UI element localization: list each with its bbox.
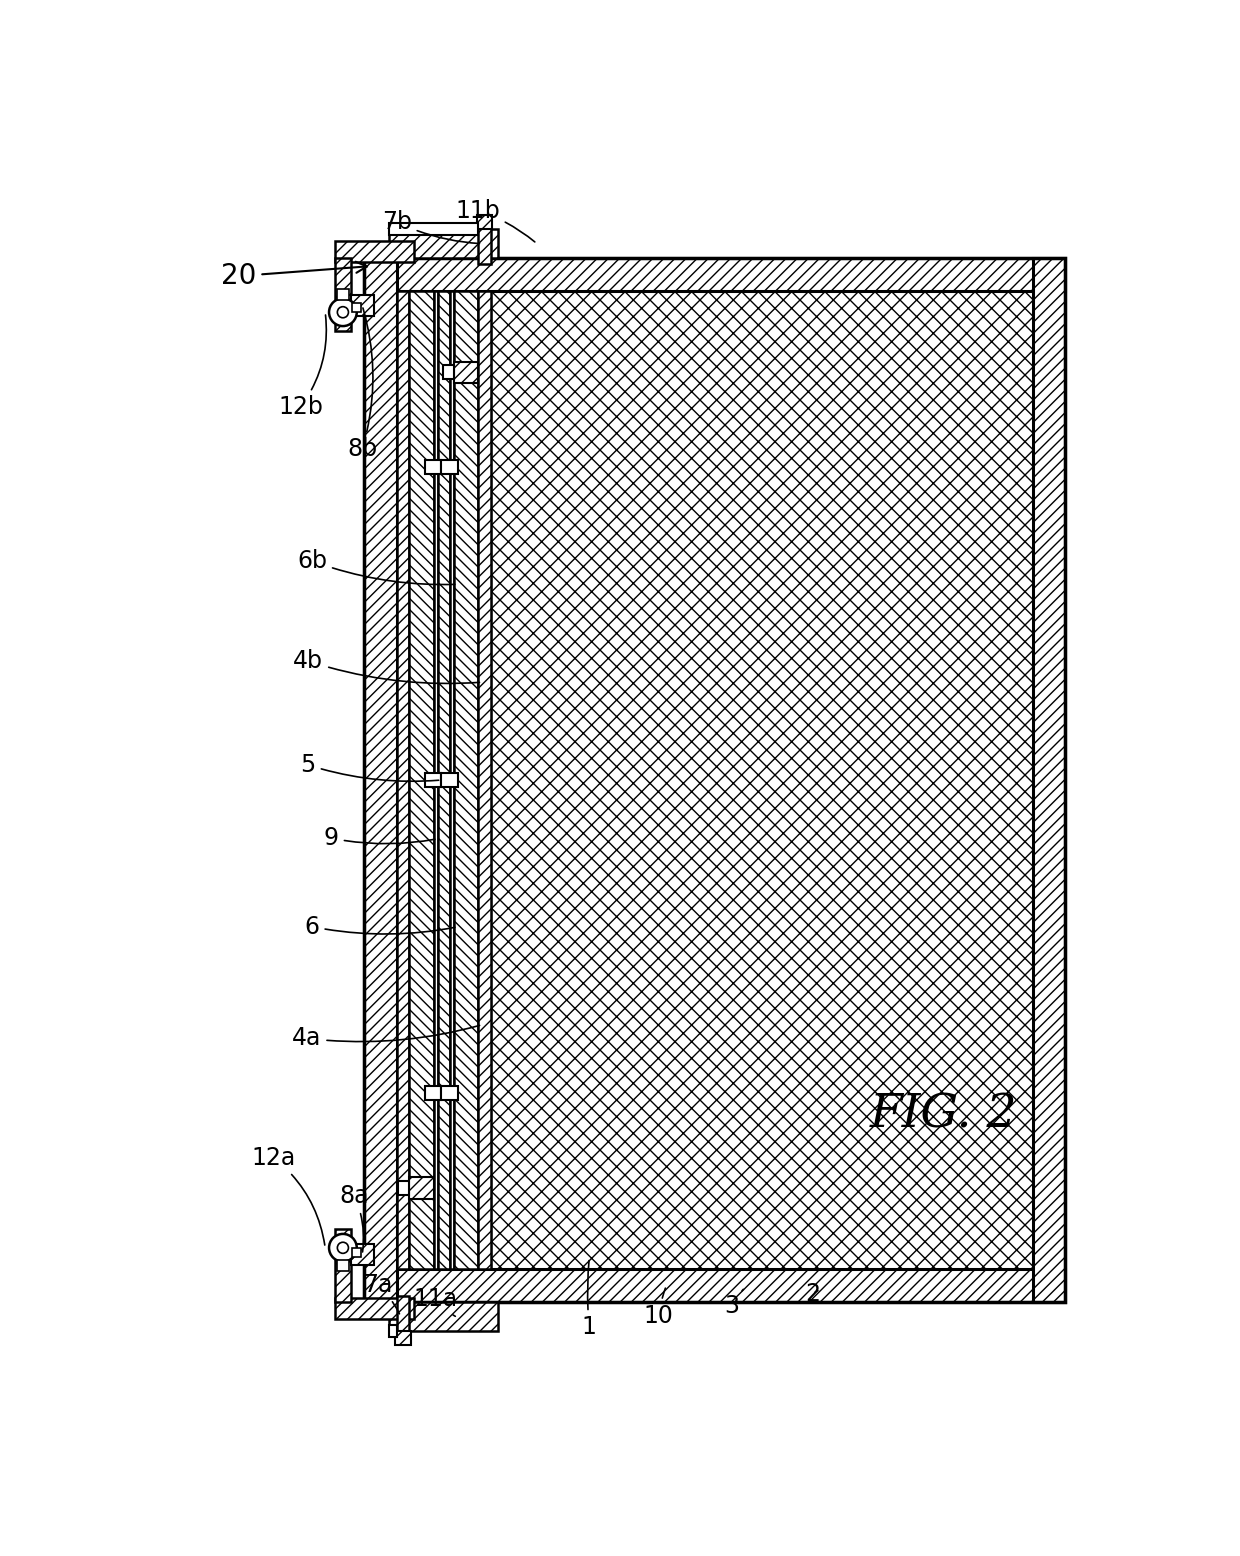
- Bar: [440, 773, 458, 787]
- Text: 4a: 4a: [293, 1025, 480, 1050]
- Bar: [438, 291, 450, 1270]
- Bar: [365, 258, 1065, 1302]
- Text: 10: 10: [644, 1288, 673, 1327]
- Text: 20: 20: [221, 261, 367, 289]
- Text: 6: 6: [305, 915, 455, 938]
- Bar: [424, 1086, 441, 1100]
- Bar: [389, 223, 479, 235]
- Bar: [389, 229, 498, 258]
- Bar: [365, 1270, 1065, 1302]
- Bar: [479, 291, 491, 1270]
- Text: 1: 1: [582, 1260, 596, 1340]
- Bar: [440, 461, 458, 473]
- Bar: [351, 1243, 373, 1265]
- Bar: [335, 241, 414, 261]
- Bar: [396, 1330, 410, 1344]
- Bar: [389, 1324, 397, 1337]
- Text: 11b: 11b: [455, 199, 534, 241]
- Bar: [397, 291, 409, 1270]
- Bar: [337, 1260, 350, 1271]
- Text: 6b: 6b: [298, 549, 455, 585]
- Bar: [424, 461, 441, 473]
- Bar: [351, 294, 373, 316]
- Text: 5: 5: [300, 753, 439, 781]
- Text: 3: 3: [724, 1290, 743, 1318]
- Bar: [365, 258, 1065, 291]
- Bar: [335, 1229, 351, 1302]
- Bar: [352, 1248, 361, 1257]
- Bar: [337, 289, 350, 300]
- Bar: [454, 361, 479, 383]
- Text: 7b: 7b: [382, 210, 480, 244]
- Bar: [434, 291, 438, 1270]
- Text: 9: 9: [324, 826, 435, 850]
- Bar: [450, 291, 454, 1270]
- Bar: [409, 291, 434, 1270]
- Text: 2: 2: [805, 1282, 820, 1305]
- Bar: [397, 1296, 409, 1344]
- Text: 7a: 7a: [363, 1273, 399, 1313]
- Bar: [352, 303, 361, 313]
- Text: 12b: 12b: [278, 314, 326, 419]
- Text: 8b: 8b: [347, 308, 377, 461]
- Circle shape: [329, 299, 357, 327]
- Text: 11a: 11a: [413, 1287, 458, 1316]
- Bar: [440, 1086, 458, 1100]
- Bar: [389, 1302, 498, 1330]
- Text: FIG. 2: FIG. 2: [869, 1092, 1017, 1137]
- Bar: [443, 366, 454, 380]
- Bar: [479, 216, 491, 265]
- Text: 8a: 8a: [340, 1184, 370, 1253]
- Bar: [491, 291, 1033, 1270]
- Bar: [424, 773, 441, 787]
- Bar: [335, 258, 351, 331]
- Circle shape: [329, 1234, 357, 1262]
- Bar: [477, 215, 492, 229]
- Bar: [398, 1181, 409, 1195]
- Bar: [1033, 258, 1065, 1302]
- Bar: [454, 291, 479, 1270]
- Text: 4b: 4b: [293, 649, 480, 683]
- Bar: [365, 258, 397, 1302]
- Bar: [335, 1298, 414, 1319]
- Text: 12a: 12a: [252, 1145, 325, 1245]
- Bar: [409, 1176, 434, 1198]
